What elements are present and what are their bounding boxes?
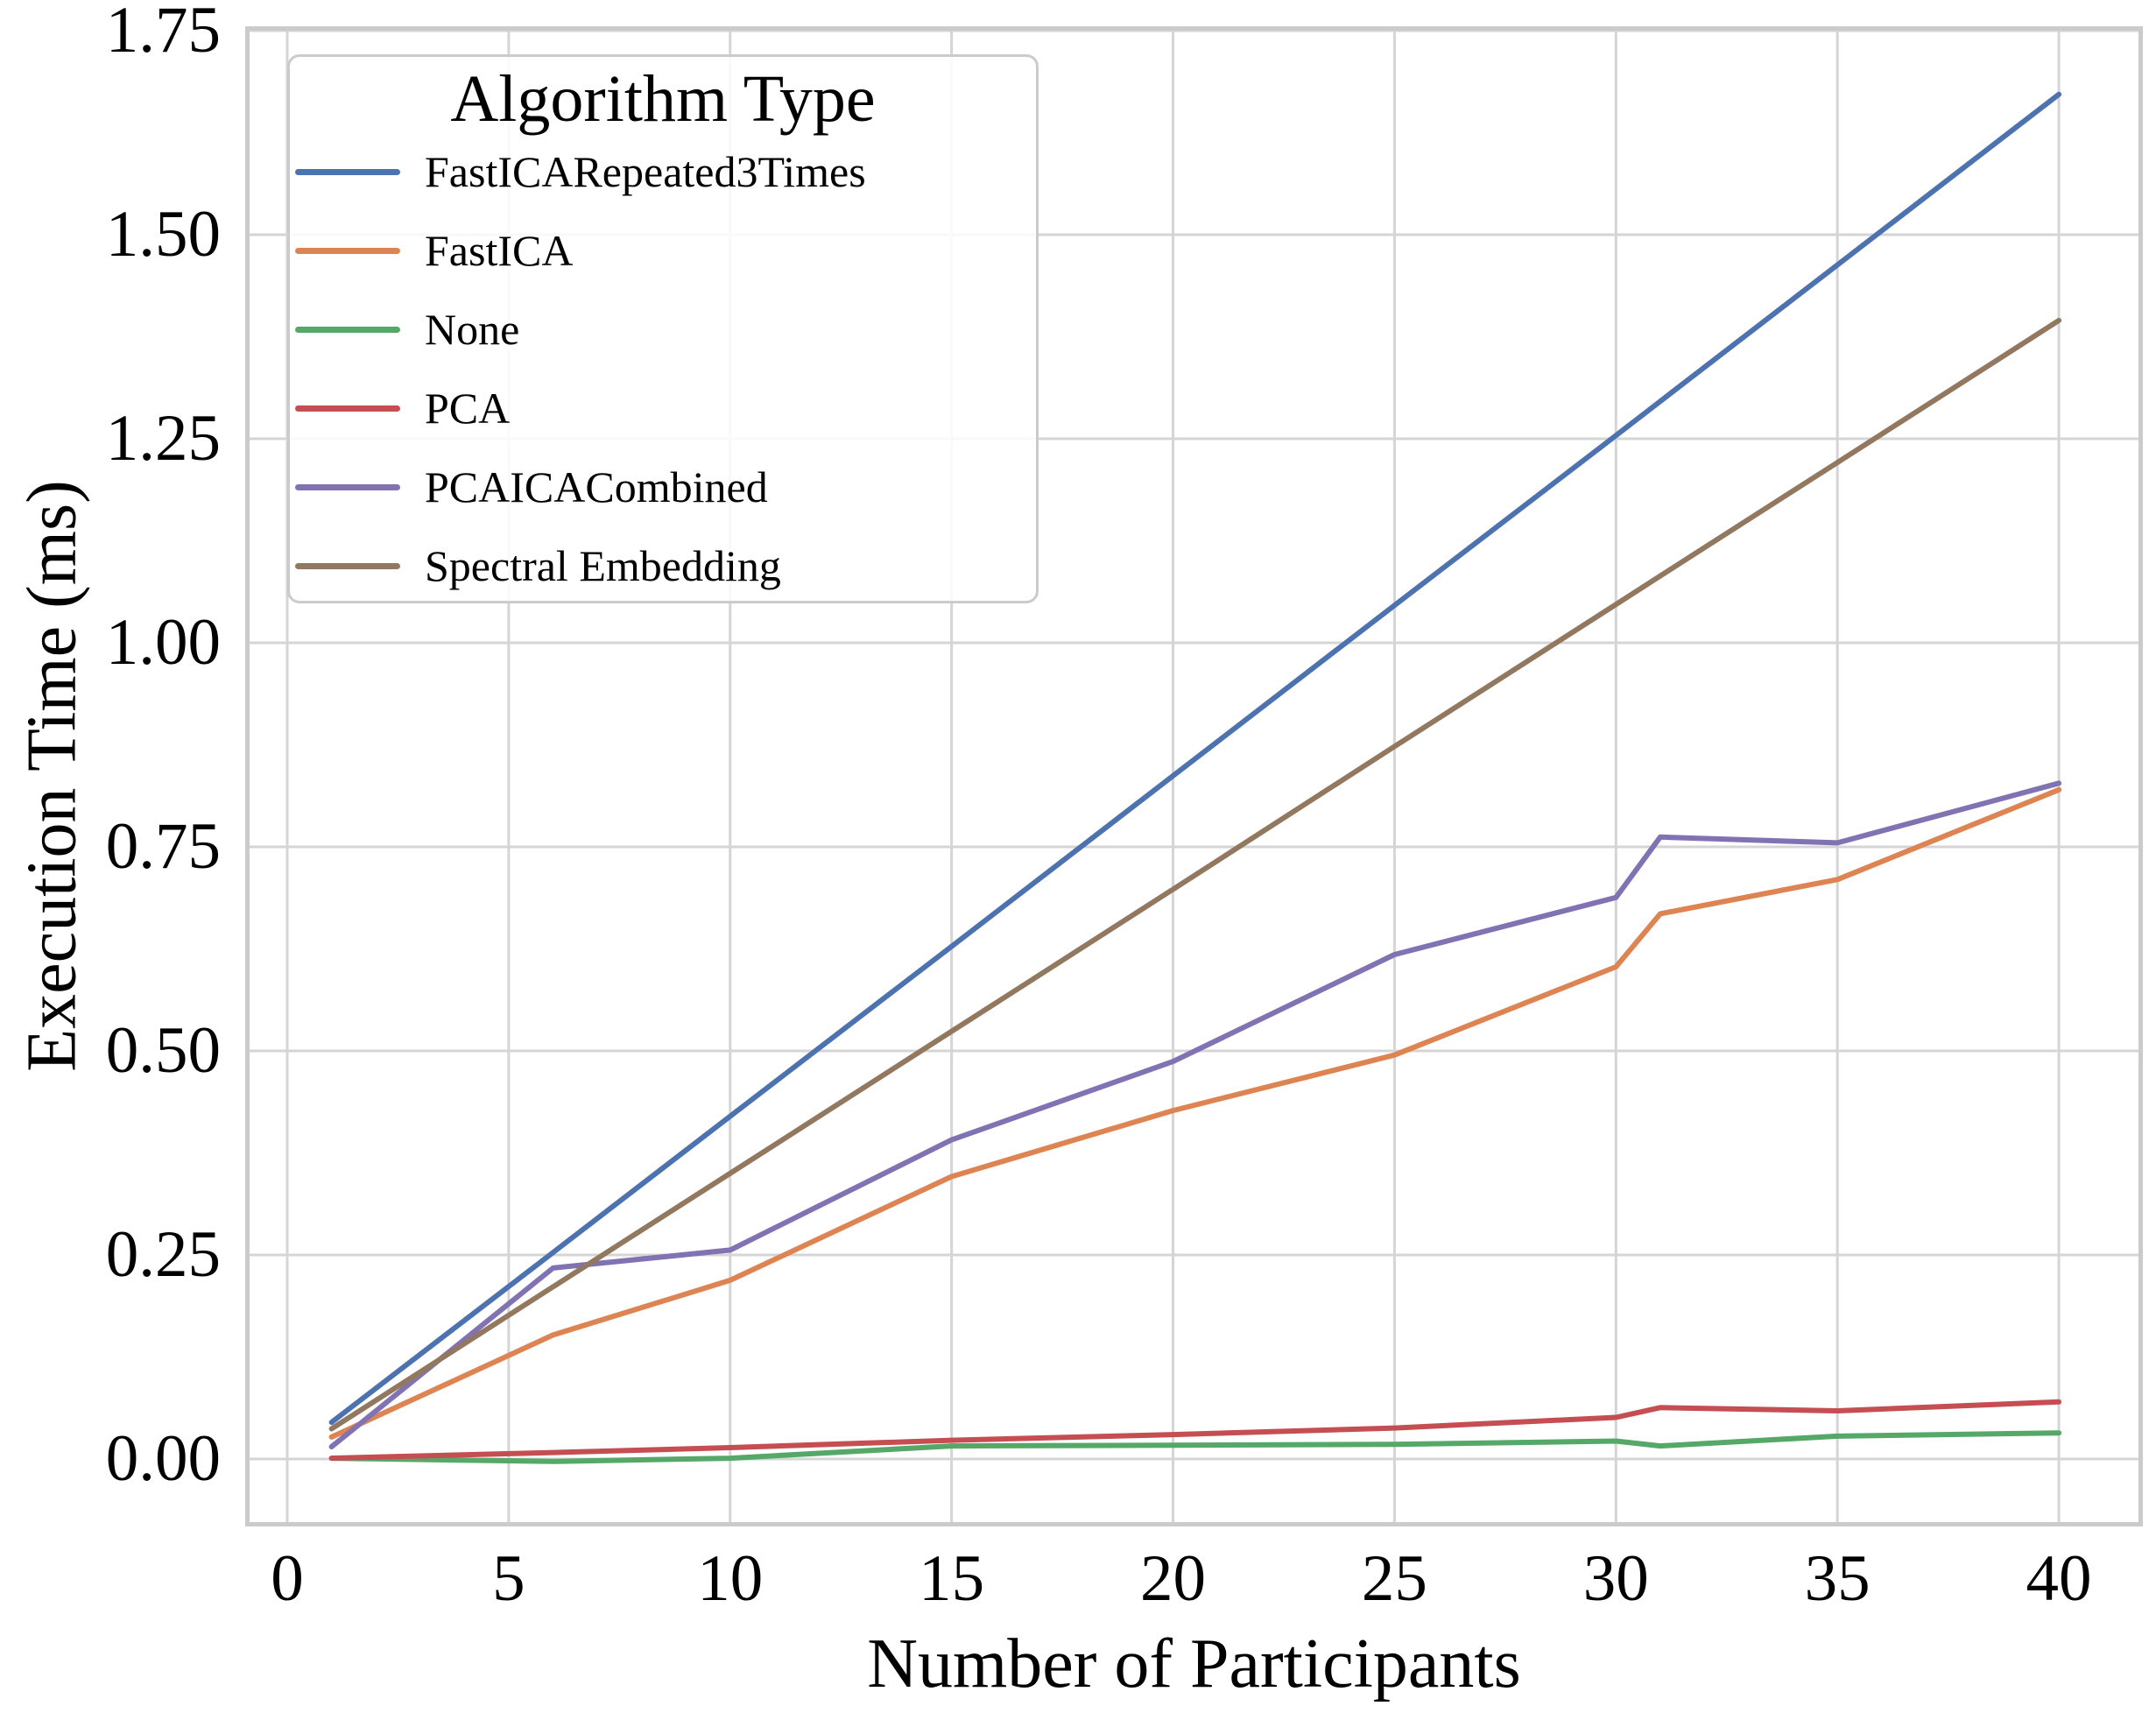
legend-item: Spectral Embedding — [290, 526, 1036, 605]
y-tick-label: 1.50 — [105, 198, 221, 271]
plot-area — [245, 26, 2143, 1526]
legend-item-label: Spectral Embedding — [425, 541, 781, 590]
series-line-none — [328, 1430, 2062, 1464]
y-tick-label: 1.25 — [105, 402, 221, 476]
x-tick-label: 35 — [1804, 1542, 1871, 1615]
legend-line-swatch — [295, 483, 400, 490]
series-line-fastica — [328, 786, 2062, 1440]
legend-item-label: PCAICACombined — [425, 462, 768, 511]
legend-line-swatch — [295, 247, 400, 254]
y-tick-label: 0.25 — [105, 1218, 221, 1292]
x-axis-label: Number of Participants — [867, 1625, 1521, 1702]
legend-item-label: None — [425, 305, 520, 354]
legend-item: None — [290, 290, 1036, 369]
x-tick-label: 20 — [1140, 1542, 1207, 1615]
x-tick-label: 5 — [492, 1542, 525, 1615]
legend-line-swatch — [295, 168, 400, 175]
series-line-pca — [328, 1399, 2062, 1462]
legend-item-label: FastICA — [425, 226, 574, 275]
legend-items: FastICARepeated3Times FastICA None PCA PCAIC… — [290, 132, 1036, 605]
x-tick-label: 30 — [1582, 1542, 1649, 1615]
y-tick-label: 0.75 — [105, 810, 221, 884]
y-tick-label: 0.00 — [105, 1422, 221, 1496]
legend-item: FastICARepeated3Times — [290, 132, 1036, 211]
legend: Algorithm Type FastICARepeated3Times Fast… — [287, 54, 1039, 603]
y-tick-label: 0.50 — [105, 1014, 221, 1088]
y-tick-label: 1.75 — [105, 0, 221, 67]
legend-item-label: PCA — [425, 384, 511, 433]
x-tick-label: 0 — [271, 1542, 304, 1615]
legend-line-swatch — [295, 326, 400, 333]
legend-item: PCA — [290, 369, 1036, 448]
y-axis-label: Execution Time (ms) — [13, 480, 91, 1072]
legend-line-swatch — [295, 405, 400, 412]
x-tick-label: 10 — [697, 1542, 764, 1615]
legend-item: FastICA — [290, 211, 1036, 290]
x-tick-label: 40 — [2026, 1542, 2092, 1615]
x-tick-label: 25 — [1361, 1542, 1427, 1615]
series-line-pcaicacombined — [328, 780, 2062, 1449]
legend-item: PCAICACombined — [290, 448, 1036, 526]
y-tick-label: 1.00 — [105, 606, 221, 680]
legend-item-label: FastICARepeated3Times — [425, 147, 866, 196]
legend-line-swatch — [295, 562, 400, 569]
series-line-spectral-embedding — [328, 317, 2062, 1432]
series-line-fasticarepeated3times — [328, 91, 2062, 1426]
plot-border — [245, 26, 2143, 1526]
x-tick-label: 15 — [919, 1542, 985, 1615]
legend-title: Algorithm Type — [450, 62, 876, 136]
